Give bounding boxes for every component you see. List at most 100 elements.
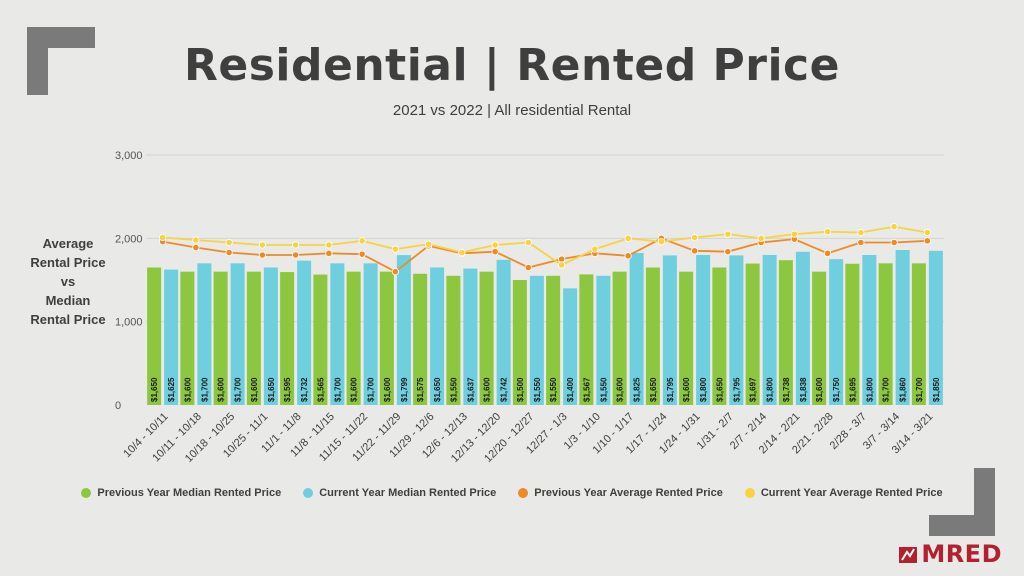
bar-curr-median — [696, 255, 711, 405]
legend-swatch — [518, 488, 529, 498]
bar-value-label: $1,800 — [699, 377, 708, 402]
bar-curr-median — [596, 275, 611, 405]
bar-curr-median — [529, 275, 544, 405]
logo-text: MRED — [921, 540, 1002, 568]
y-axis-label-line: Median — [45, 293, 91, 308]
legend-label: Previous Year Median Rented Price — [97, 487, 282, 499]
point-curr-avg — [491, 241, 499, 249]
bar-value-label: $1,600 — [250, 377, 259, 402]
bar-value-label: $1,550 — [599, 377, 608, 402]
point-prev-avg — [258, 251, 266, 259]
bar-value-label: $1,650 — [150, 377, 159, 402]
point-prev-avg — [225, 248, 233, 257]
y-axis-label-line: Rental Price — [30, 312, 106, 327]
chart-legend: Previous Year Median Rented Price Curren… — [0, 487, 1024, 499]
bar-curr-median — [563, 288, 578, 405]
bar-value-label: $1,400 — [566, 377, 575, 402]
corner-decoration-top-left-vertical — [27, 27, 48, 95]
bar-value-label: $1,850 — [932, 377, 941, 402]
bar-curr-median — [330, 263, 345, 405]
bar-value-label: $1,550 — [533, 377, 542, 402]
point-curr-avg — [591, 245, 599, 253]
bar-curr-median — [430, 267, 445, 405]
bar-prev-median — [512, 280, 527, 405]
bar-value-label: $1,700 — [915, 377, 924, 402]
bar-prev-median — [180, 271, 195, 405]
bar-value-label: $1,860 — [899, 377, 908, 402]
bar-value-label: $1,800 — [865, 377, 874, 402]
mred-logo: MRED — [898, 540, 1002, 568]
bar-value-label: $1,799 — [400, 377, 409, 402]
point-curr-avg — [192, 236, 200, 244]
point-prev-avg — [923, 237, 931, 245]
bar-curr-median — [762, 255, 777, 405]
bar-curr-median — [496, 259, 511, 405]
point-prev-avg — [624, 252, 632, 260]
y-tick-label: 2,000 — [115, 233, 143, 245]
bar-curr-median — [297, 260, 312, 405]
point-curr-avg — [757, 234, 765, 242]
point-prev-avg — [325, 249, 333, 257]
point-prev-avg — [292, 251, 300, 259]
y-tick-label: 1,000 — [115, 317, 143, 329]
bar-value-label: $1,825 — [633, 377, 642, 402]
bar-curr-median — [463, 268, 478, 405]
y-axis-label-line: vs — [60, 274, 76, 289]
bar-value-label: $1,550 — [549, 377, 558, 402]
y-axis-label: Average Rental Price vs Median Rental Pr… — [18, 234, 118, 329]
legend-item-curr-avg[interactable]: Current Year Average Rented Price — [744, 487, 943, 499]
bar-value-label: $1,600 — [350, 377, 359, 402]
point-curr-avg — [391, 245, 399, 253]
y-tick-label: 0 — [115, 400, 121, 412]
bar-value-label: $1,637 — [466, 377, 475, 402]
page-title: Residential | Rented Price — [184, 40, 840, 91]
legend-item-prev-median[interactable]: Previous Year Median Rented Price — [81, 487, 281, 499]
bar-value-label: $1,700 — [200, 377, 209, 402]
page-subtitle: 2021 vs 2022 | All residential Rental — [392, 102, 632, 119]
bar-value-label: $1,732 — [300, 377, 309, 402]
y-tick-label: 3,000 — [115, 150, 143, 162]
legend-item-curr-median[interactable]: Current Year Median Rented Price — [303, 487, 496, 499]
bar-prev-median — [546, 275, 561, 405]
legend-label: Previous Year Average Rented Price — [534, 487, 723, 499]
bar-value-label: $1,695 — [848, 377, 857, 402]
bar-value-label: $1,700 — [234, 377, 243, 402]
bar-value-label: $1,575 — [416, 377, 425, 402]
point-curr-avg — [358, 237, 366, 245]
point-curr-avg — [857, 228, 865, 237]
bar-prev-median — [712, 267, 727, 405]
bar-value-label: $1,565 — [316, 377, 325, 402]
point-curr-avg — [524, 238, 532, 247]
point-curr-avg — [824, 228, 832, 236]
bar-curr-median — [928, 250, 943, 405]
bar-value-label: $1,700 — [882, 377, 891, 402]
bar-prev-median — [246, 271, 261, 405]
bar-curr-median — [629, 252, 644, 405]
point-prev-avg — [391, 268, 399, 276]
point-prev-avg — [857, 238, 865, 247]
bar-value-label: $1,600 — [815, 377, 824, 402]
point-curr-avg — [890, 223, 898, 231]
bar-value-label: $1,600 — [217, 377, 226, 402]
line-curr-avg — [162, 225, 928, 267]
corner-decoration-bottom-right-vertical — [974, 468, 995, 536]
bar-curr-median — [729, 255, 744, 405]
point-prev-avg — [890, 238, 898, 247]
bar-prev-median — [745, 263, 760, 405]
bar-curr-median — [263, 267, 278, 405]
point-curr-avg — [258, 241, 266, 249]
bar-curr-median — [396, 255, 411, 405]
y-axis-label-line: Average — [42, 236, 94, 251]
bar-value-label: $1,650 — [433, 377, 442, 402]
point-curr-avg — [724, 230, 732, 238]
bar-value-label: $1,600 — [682, 377, 691, 402]
bar-curr-median — [795, 251, 810, 405]
point-curr-avg — [458, 248, 466, 257]
bar-curr-median — [363, 263, 378, 405]
bar-curr-median — [164, 269, 179, 405]
bar-prev-median — [845, 263, 860, 405]
bar-prev-median — [313, 274, 328, 405]
legend-item-prev-avg[interactable]: Previous Year Average Rented Price — [518, 487, 723, 499]
point-prev-avg — [824, 249, 832, 257]
